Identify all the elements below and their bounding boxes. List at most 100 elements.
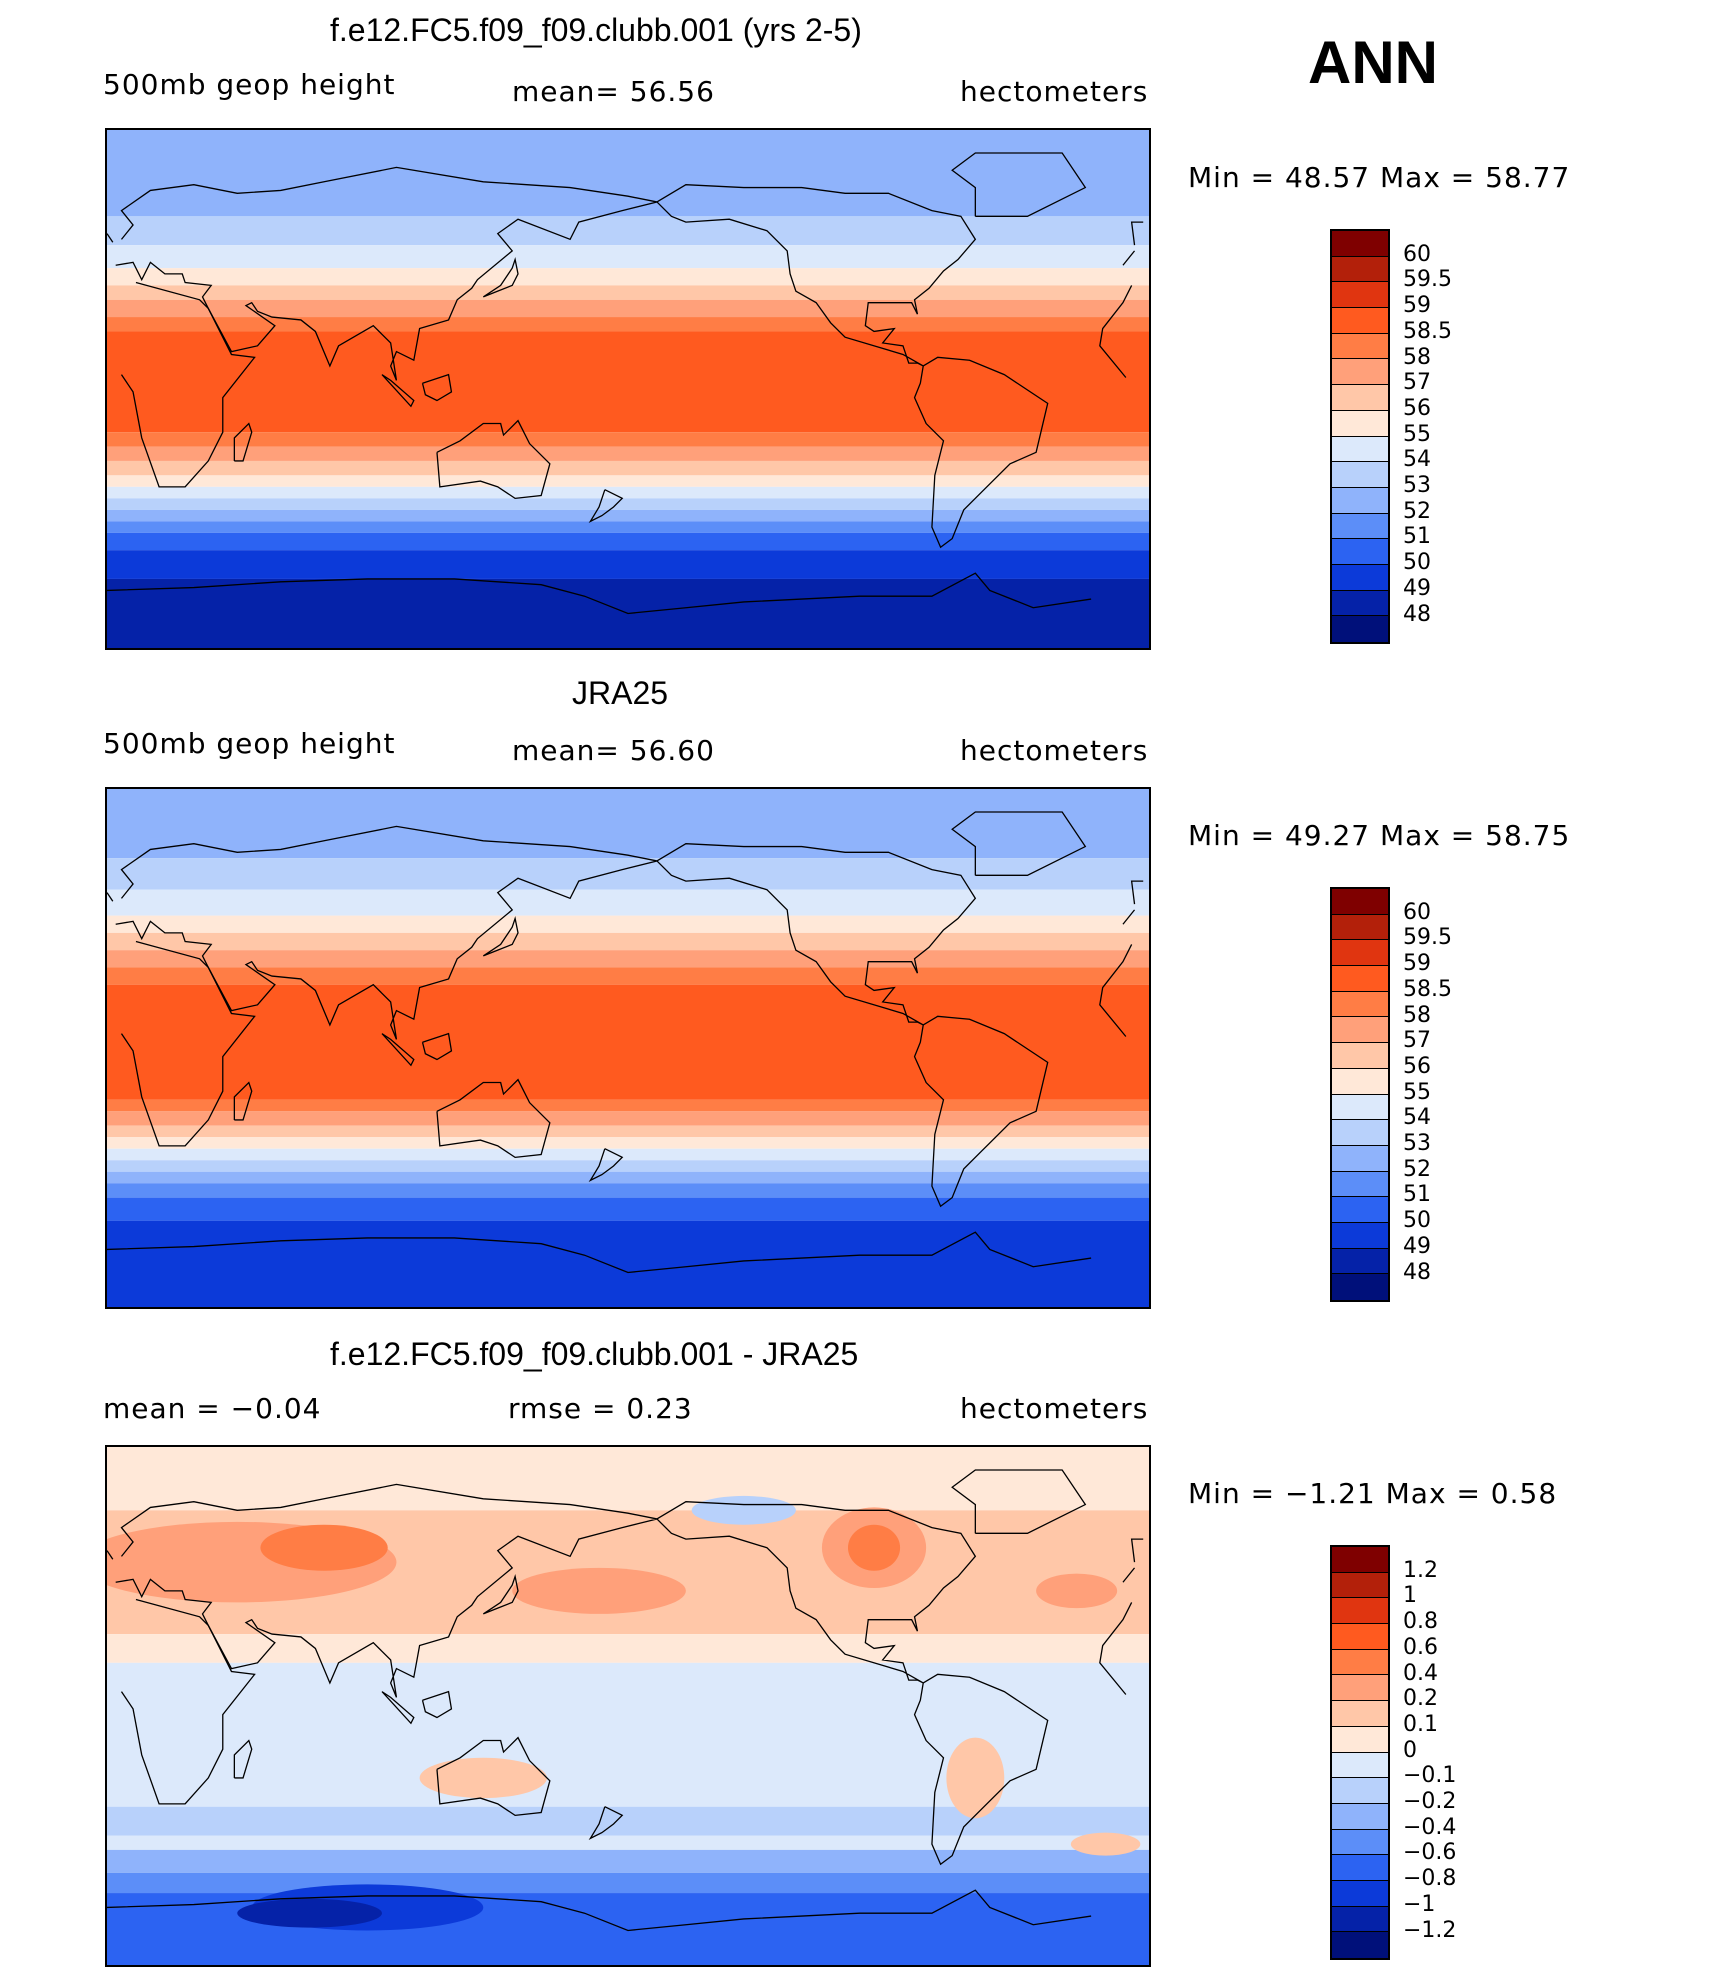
colorbar-level-label: 58 bbox=[1403, 1002, 1431, 1028]
colorbar-level-label: 54 bbox=[1403, 447, 1431, 473]
colorbar-swatch bbox=[1332, 308, 1388, 334]
coastline bbox=[233, 422, 253, 462]
colorbar-swatch bbox=[1332, 1145, 1388, 1172]
colorbar-swatch bbox=[1332, 590, 1388, 617]
colorbar-level-label: 48 bbox=[1403, 601, 1431, 627]
colorbar-level-label: 58.5 bbox=[1403, 318, 1452, 344]
contour-band bbox=[107, 432, 1149, 447]
panel-3-center-label: rmse = 0.23 bbox=[508, 1392, 693, 1425]
colorbar-level-label: 0.8 bbox=[1403, 1609, 1438, 1635]
colorbar-swatch bbox=[1332, 889, 1388, 915]
colorbar-swatch bbox=[1332, 1932, 1388, 1958]
contour-band bbox=[107, 1125, 1149, 1138]
colorbar-swatch bbox=[1332, 1701, 1388, 1727]
coastline bbox=[1122, 909, 1136, 925]
contour-band bbox=[107, 285, 1149, 300]
coastline bbox=[951, 1469, 1087, 1534]
contour-band bbox=[107, 1137, 1149, 1149]
coastline bbox=[381, 1033, 415, 1067]
panel-1-left-label: 500mb geop height bbox=[103, 68, 396, 101]
colorbar-swatch bbox=[1332, 462, 1388, 488]
coastline bbox=[1099, 944, 1133, 1037]
coastline bbox=[107, 1231, 1092, 1274]
colorbar-swatch bbox=[1332, 1274, 1388, 1300]
contour-band bbox=[107, 889, 1149, 916]
colorbar-level-label: −0.6 bbox=[1403, 1840, 1457, 1866]
colorbar-swatch bbox=[1332, 513, 1388, 540]
colorbar-swatch bbox=[1332, 1880, 1388, 1907]
colorbar-swatch bbox=[1332, 410, 1388, 437]
colorbar-swatch bbox=[1332, 1248, 1388, 1275]
contour-anomaly bbox=[1036, 1573, 1118, 1609]
contour-anomaly bbox=[419, 1757, 547, 1799]
colorbar-swatch bbox=[1332, 1598, 1388, 1625]
panel-3-left-label: mean = −0.04 bbox=[103, 1392, 322, 1425]
colorbar-level-label: −0.8 bbox=[1403, 1866, 1457, 1892]
colorbar-level-label: 54 bbox=[1403, 1105, 1431, 1131]
coastline bbox=[1130, 880, 1144, 905]
contour-band bbox=[107, 950, 1149, 968]
contour-band bbox=[107, 509, 1149, 522]
coastline bbox=[1099, 285, 1133, 378]
colorbar-swatch bbox=[1332, 1624, 1388, 1650]
coastline bbox=[421, 1032, 453, 1061]
colorbar-level-label: 59.5 bbox=[1403, 925, 1452, 951]
contour-anomaly bbox=[1070, 1832, 1141, 1856]
contour-band bbox=[107, 299, 1149, 318]
coastline bbox=[421, 1690, 453, 1719]
panel-3-minmax: Min = −1.21 Max = 0.58 bbox=[1188, 1477, 1558, 1510]
contour-band bbox=[107, 1220, 1149, 1307]
colorbar-swatch bbox=[1332, 1547, 1388, 1573]
colorbar-swatch bbox=[1332, 1171, 1388, 1198]
colorbar-level-label: −0.2 bbox=[1403, 1789, 1457, 1814]
coastline bbox=[588, 1806, 624, 1840]
contour-band bbox=[107, 1183, 1149, 1198]
colorbar-level-label: 1.2 bbox=[1403, 1557, 1438, 1583]
colorbar-swatch bbox=[1332, 1572, 1388, 1599]
colorbar-swatch bbox=[1332, 1197, 1388, 1223]
colorbar-level-label: 60 bbox=[1403, 241, 1431, 267]
colorbar-swatch bbox=[1332, 914, 1388, 941]
panel-1-map bbox=[105, 128, 1151, 650]
contour-band bbox=[107, 245, 1149, 269]
contour-band bbox=[107, 1849, 1149, 1873]
coastline bbox=[656, 843, 977, 1026]
coastline bbox=[913, 1015, 1049, 1208]
contour-band bbox=[107, 1447, 1149, 1511]
contour-band bbox=[107, 498, 1149, 510]
contour-band bbox=[107, 1835, 1149, 1850]
panel-2-title: JRA25 bbox=[572, 675, 669, 711]
contour-band bbox=[107, 1171, 1149, 1184]
colorbar-level-label: 55 bbox=[1403, 1079, 1431, 1105]
colorbar-swatch bbox=[1332, 1906, 1388, 1933]
panel-2-colorbar bbox=[1330, 887, 1390, 1302]
colorbar-level-label: −0.1 bbox=[1403, 1763, 1457, 1789]
colorbar-level-label: 59 bbox=[1403, 951, 1431, 977]
coastline bbox=[107, 572, 1092, 615]
colorbar-level-label: −1 bbox=[1403, 1891, 1436, 1917]
colorbar-swatch bbox=[1332, 616, 1388, 642]
colorbar-swatch bbox=[1332, 359, 1388, 386]
panel-2-minmax: Min = 49.27 Max = 58.75 bbox=[1188, 819, 1571, 852]
colorbar-swatch bbox=[1332, 1222, 1388, 1249]
season-label: ANN bbox=[1308, 29, 1438, 96]
colorbar-swatch bbox=[1332, 282, 1388, 309]
coastline bbox=[656, 1501, 977, 1684]
panel-3-units: hectometers bbox=[960, 1392, 1149, 1425]
colorbar-swatch bbox=[1332, 564, 1388, 591]
colorbar-swatch bbox=[1332, 539, 1388, 565]
contour-band bbox=[107, 475, 1149, 487]
coastline bbox=[381, 374, 415, 408]
contour-band bbox=[107, 532, 1149, 551]
contour-band bbox=[107, 1634, 1149, 1663]
colorbar-level-label: 57 bbox=[1403, 370, 1431, 396]
panel-3-colorbar bbox=[1330, 1545, 1390, 1960]
colorbar-swatch bbox=[1332, 1778, 1388, 1804]
coastline bbox=[588, 489, 624, 523]
colorbar-level-label: −1.2 bbox=[1403, 1917, 1457, 1943]
coastline bbox=[482, 1573, 519, 1615]
colorbar-level-label: 52 bbox=[1403, 498, 1431, 524]
colorbar-level-label: 0 bbox=[1403, 1737, 1417, 1763]
panel-3-map-svg bbox=[107, 1447, 1149, 1965]
coastline bbox=[381, 1691, 415, 1725]
